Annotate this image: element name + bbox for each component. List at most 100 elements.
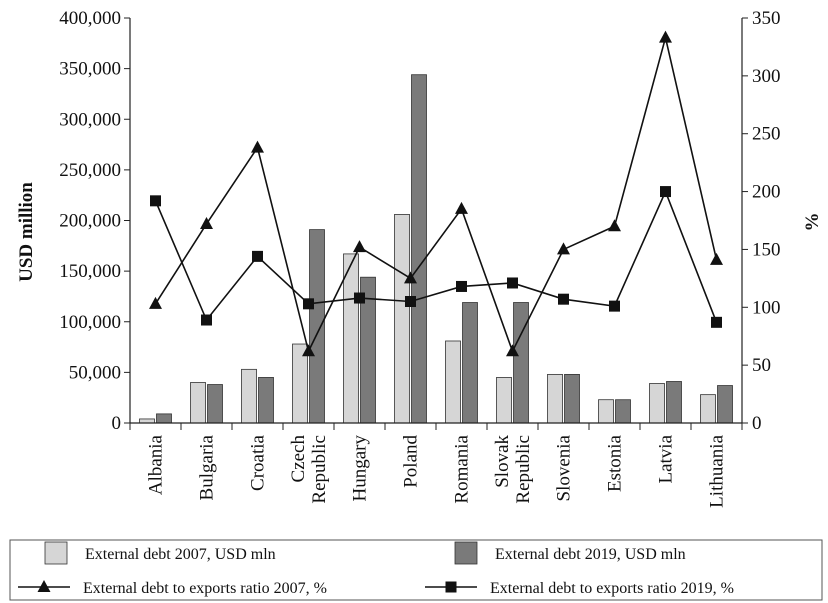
- point-ratio-2019-7: [507, 277, 518, 289]
- legend: External debt 2007, USD mln External debt…: [9, 539, 823, 601]
- right-tick-labels: 0 50 100 150 200 250 300 350: [752, 8, 781, 434]
- y-tick-label-4: 200,000: [59, 211, 121, 232]
- point-ratio-2007-4: [353, 240, 366, 253]
- y-tick-label-7: 350,000: [59, 59, 121, 80]
- point-ratio-2007-2: [251, 140, 264, 153]
- point-ratio-2007-6: [455, 201, 468, 214]
- category-label-10-line-0: Latvia: [656, 434, 677, 483]
- bar-2019-7: [513, 302, 529, 424]
- y2-tick-label-2: 100: [752, 297, 781, 318]
- point-ratio-2007-8: [557, 242, 570, 255]
- bar-2007-0: [139, 418, 155, 424]
- point-ratio-2019-1: [201, 314, 212, 326]
- point-ratio-2019-10: [660, 186, 671, 198]
- category-label-3-line-0: Czech: [288, 435, 309, 483]
- y-tick-label-8: 400,000: [59, 8, 121, 29]
- axes-layer: [124, 17, 748, 430]
- bar-2007-4: [343, 253, 359, 424]
- point-ratio-2007-5: [404, 271, 417, 284]
- point-ratio-2007-10: [659, 30, 672, 43]
- category-label-1-line-0: Bulgaria: [197, 434, 218, 500]
- point-ratio-2019-0: [150, 195, 161, 207]
- category-label-9-line-0: Estonia: [605, 434, 626, 492]
- bar-2007-7: [496, 377, 512, 424]
- legend-marker-2: [37, 580, 51, 592]
- category-label-9: Estonia: [605, 434, 626, 492]
- legend-marker-3: [445, 581, 457, 593]
- y2-tick-label-3: 150: [752, 239, 781, 260]
- category-label-6: Romania: [452, 434, 473, 503]
- y2-tick-label-6: 300: [752, 66, 781, 87]
- point-ratio-2007-0: [149, 296, 162, 309]
- y-tick-label-2: 100,000: [59, 312, 121, 333]
- bar-2007-2: [241, 368, 257, 424]
- y-axis-label: USD million: [16, 182, 37, 282]
- category-label-11-line-0: Lithuania: [707, 434, 728, 507]
- point-ratio-2007-7: [506, 344, 519, 357]
- bar-2019-6: [462, 302, 478, 424]
- bar-2019-5: [411, 74, 427, 424]
- category-label-7-line-1: Republic: [513, 435, 534, 504]
- y2-tick-label-5: 250: [752, 124, 781, 145]
- legend-label-2: External debt to exports ratio 2007, %: [83, 580, 327, 597]
- legend-box: [9, 539, 823, 601]
- bar-2019-0: [156, 413, 172, 424]
- bar-2019-10: [666, 381, 682, 424]
- bar-2019-1: [207, 384, 223, 424]
- bar-2007-10: [649, 383, 665, 424]
- point-ratio-2007-11: [710, 252, 723, 265]
- series-line-2007: [154, 37, 718, 354]
- category-label-7-line-0: Slovak: [492, 435, 513, 488]
- bar-2007-8: [547, 373, 563, 424]
- category-label-7: Slovak Republic: [492, 435, 534, 504]
- category-label-4: Hungary: [350, 435, 371, 502]
- category-label-8: Slovenia: [554, 434, 575, 501]
- legend-label-0: External debt 2007, USD mln: [85, 546, 276, 563]
- legend-label-1: External debt 2019, USD mln: [495, 546, 686, 563]
- bars-layer: [139, 74, 733, 424]
- category-label-6-line-0: Romania: [452, 434, 473, 503]
- y2-tick-label-4: 200: [752, 182, 781, 203]
- y2-tick-label-1: 50: [752, 355, 771, 376]
- category-label-5-line-0: Poland: [401, 435, 422, 488]
- bar-2019-9: [615, 399, 631, 424]
- bar-2019-3: [309, 229, 325, 424]
- left-tick-labels: 0 50,000 100,000 150,000 200,000 250,000 300,0…: [59, 8, 121, 434]
- category-label-10: Latvia: [656, 434, 677, 483]
- category-label-3: Czech Republic: [288, 435, 330, 504]
- category-label-2-line-0: Croatia: [248, 434, 269, 490]
- point-ratio-2019-11: [711, 316, 722, 328]
- bar-2007-9: [598, 399, 614, 424]
- y-tick-label-6: 300,000: [59, 109, 121, 130]
- category-label-11: Lithuania: [707, 434, 728, 507]
- bar-2007-1: [190, 382, 206, 424]
- category-label-2: Croatia: [248, 434, 269, 490]
- legend-swatch-1: [454, 541, 478, 565]
- y2-tick-label-7: 350: [752, 8, 781, 29]
- point-ratio-2019-3: [303, 298, 314, 310]
- category-label-1: Bulgaria: [197, 434, 218, 500]
- bar-2007-6: [445, 340, 461, 424]
- legend-swatch-0: [44, 541, 68, 565]
- bar-2019-2: [258, 377, 274, 424]
- point-ratio-2019-5: [405, 296, 416, 307]
- point-ratio-2007-1: [200, 216, 213, 229]
- y-tick-label-0: 0: [112, 413, 122, 434]
- y-tick-label-3: 150,000: [59, 261, 121, 282]
- y2-tick-label-0: 0: [752, 413, 762, 434]
- bar-2007-11: [700, 394, 716, 424]
- point-ratio-2019-4: [354, 292, 365, 304]
- category-label-0-line-0: Albania: [146, 434, 167, 495]
- bar-2007-5: [394, 214, 410, 424]
- bar-2019-8: [564, 373, 580, 424]
- y-tick-label-5: 250,000: [59, 160, 121, 181]
- point-ratio-2019-6: [456, 280, 467, 292]
- category-label-3-line-1: Republic: [309, 435, 330, 504]
- category-label-8-line-0: Slovenia: [554, 434, 575, 501]
- bar-2019-11: [717, 385, 733, 424]
- category-labels: Albania Bulgaria Croatia Czech Republic Hunga…: [146, 434, 728, 507]
- category-label-4-line-0: Hungary: [350, 435, 371, 502]
- series-line-2019: [154, 189, 718, 323]
- category-label-5: Poland: [401, 435, 422, 488]
